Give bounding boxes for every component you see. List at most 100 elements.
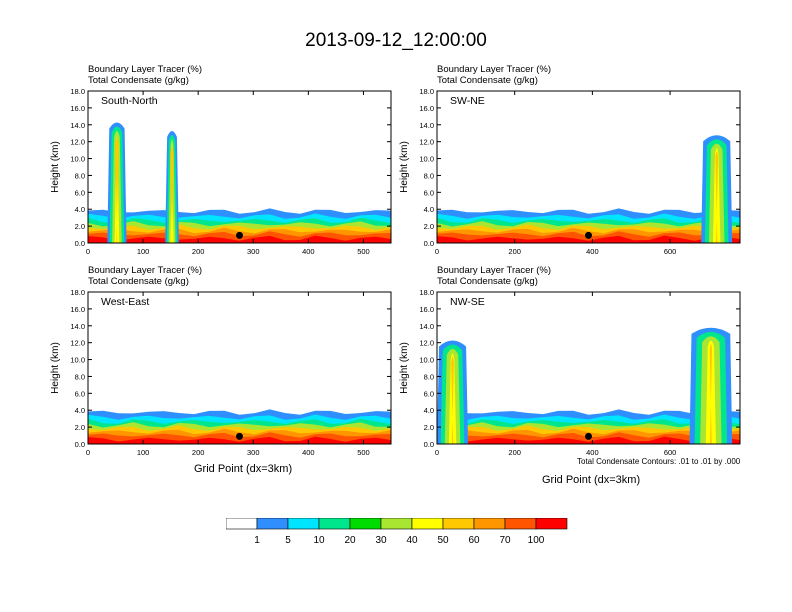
- tracer-band: [88, 235, 391, 243]
- panel-title: SW-NE: [450, 95, 485, 107]
- colorbar-tick-label: 70: [499, 535, 511, 546]
- y-tick-label: 18.0: [419, 288, 434, 297]
- x-tick-label: 500: [357, 247, 370, 256]
- x-axis-title: Grid Point (dx=3km): [542, 474, 641, 486]
- y-tick-label: 18.0: [70, 288, 85, 297]
- panel-title: West-East: [101, 296, 149, 308]
- colorbar: [226, 518, 568, 530]
- y-tick-label: 2.0: [75, 423, 85, 432]
- condensate-label: Total Condensate (g/kg): [88, 276, 189, 287]
- y-tick-label: 10.0: [419, 356, 434, 365]
- tracer-band: [437, 436, 740, 444]
- y-tick-label: 8.0: [424, 171, 434, 180]
- convective-plume: [451, 356, 454, 444]
- tracer-label: Boundary Layer Tracer (%): [88, 64, 203, 75]
- x-tick-label: 200: [192, 448, 205, 457]
- colorbar-tick-label: 100: [527, 535, 545, 546]
- condensate-label: Total Condensate (g/kg): [437, 276, 538, 287]
- colorbar-swatch: [442, 518, 475, 530]
- x-tick-label: 400: [586, 247, 599, 256]
- y-tick-label: 0.0: [75, 239, 85, 248]
- tracer-label: Boundary Layer Tracer (%): [437, 265, 552, 276]
- x-tick-label: 0: [435, 448, 439, 457]
- contour-note: Total Condensate Contours: .01 to .01 by…: [577, 457, 741, 466]
- y-tick-label: 14.0: [70, 322, 85, 331]
- panel-title: South-North: [101, 95, 158, 107]
- colorbar-swatch: [473, 518, 506, 530]
- x-axis-title: Grid Point (dx=3km): [194, 463, 293, 475]
- x-tick-label: 0: [435, 247, 439, 256]
- x-tick-label: 400: [302, 448, 315, 457]
- x-tick-label: 300: [247, 247, 260, 256]
- y-tick-label: 16.0: [70, 104, 85, 113]
- x-tick-label: 0: [86, 247, 90, 256]
- y-tick-label: 0.0: [424, 239, 434, 248]
- y-tick-label: 12.0: [419, 138, 434, 147]
- y-tick-label: 4.0: [75, 205, 85, 214]
- y-tick-label: 14.0: [419, 121, 434, 130]
- y-tick-label: 4.0: [424, 205, 434, 214]
- location-marker: [236, 231, 243, 239]
- x-tick-label: 0: [86, 448, 90, 457]
- y-tick-label: 6.0: [75, 389, 85, 398]
- tracer-label: Boundary Layer Tracer (%): [88, 265, 203, 276]
- condensate-label: Total Condensate (g/kg): [88, 75, 189, 86]
- y-tick-label: 8.0: [75, 171, 85, 180]
- colorbar-swatch: [226, 518, 258, 530]
- convective-plume: [709, 343, 713, 444]
- axes-frame: [436, 291, 741, 445]
- convective-plume: [715, 151, 719, 243]
- colorbar-tick-label: 1: [254, 535, 260, 546]
- x-tick-label: 400: [302, 247, 315, 256]
- y-tick-label: 14.0: [70, 121, 85, 130]
- panel-west-east: 0.0 2.0 4.0 6.0 8.0 10.0 12.0 14.0 16.0 18.0 0 100 2…: [50, 288, 392, 457]
- y-axis-label: Height (km): [399, 141, 410, 193]
- location-marker: [236, 432, 243, 440]
- colorbar-swatch: [287, 518, 320, 530]
- y-tick-label: 2.0: [424, 222, 434, 231]
- y-tick-label: 16.0: [419, 305, 434, 314]
- colorbar-tick-label: 60: [468, 535, 480, 546]
- convective-plume: [170, 147, 174, 243]
- colorbar-swatch: [318, 518, 351, 530]
- y-tick-label: 4.0: [424, 406, 434, 415]
- figure-title: 2013-09-12_12:00:00: [305, 30, 487, 51]
- axes-frame: [436, 90, 741, 244]
- y-tick-label: 0.0: [75, 440, 85, 449]
- colorbar-tick-label: 5: [285, 535, 291, 546]
- tracer-band: [437, 235, 740, 243]
- y-tick-label: 10.0: [70, 155, 85, 164]
- convective-plume: [115, 138, 119, 243]
- panel-nw-se: 0.0 2.0 4.0 6.0 8.0 10.0 12.0 14.0 16.0 18.0 0 200 4…: [399, 288, 741, 457]
- colorbar-swatch: [411, 518, 444, 530]
- x-tick-label: 200: [508, 448, 521, 457]
- y-tick-label: 16.0: [70, 305, 85, 314]
- x-tick-label: 200: [192, 247, 205, 256]
- x-tick-label: 100: [137, 448, 150, 457]
- colorbar-tick-label: 40: [406, 535, 418, 546]
- y-tick-label: 2.0: [424, 423, 434, 432]
- y-tick-label: 12.0: [419, 339, 434, 348]
- y-tick-label: 12.0: [70, 339, 85, 348]
- y-axis-label: Height (km): [50, 342, 61, 394]
- colorbar-tick-label: 30: [375, 535, 387, 546]
- x-tick-label: 500: [357, 448, 370, 457]
- x-tick-label: 600: [664, 448, 677, 457]
- x-tick-label: 600: [664, 247, 677, 256]
- y-tick-label: 18.0: [419, 87, 434, 96]
- y-tick-label: 8.0: [424, 372, 434, 381]
- location-marker: [585, 432, 592, 440]
- x-tick-label: 100: [137, 247, 150, 256]
- y-tick-label: 8.0: [75, 372, 85, 381]
- panel-sw-ne: 0.0 2.0 4.0 6.0 8.0 10.0 12.0 14.0 16.0 18.0 0 200 4…: [399, 87, 741, 256]
- colorbar-swatch: [349, 518, 382, 530]
- y-tick-label: 4.0: [75, 406, 85, 415]
- y-tick-label: 6.0: [75, 188, 85, 197]
- colorbar-swatch: [535, 518, 568, 530]
- colorbar-swatch: [504, 518, 537, 530]
- colorbar-tick-label: 20: [344, 535, 356, 546]
- tracer-band: [88, 436, 391, 444]
- panel-title: NW-SE: [450, 296, 485, 308]
- y-tick-label: 12.0: [70, 138, 85, 147]
- location-marker: [585, 231, 592, 239]
